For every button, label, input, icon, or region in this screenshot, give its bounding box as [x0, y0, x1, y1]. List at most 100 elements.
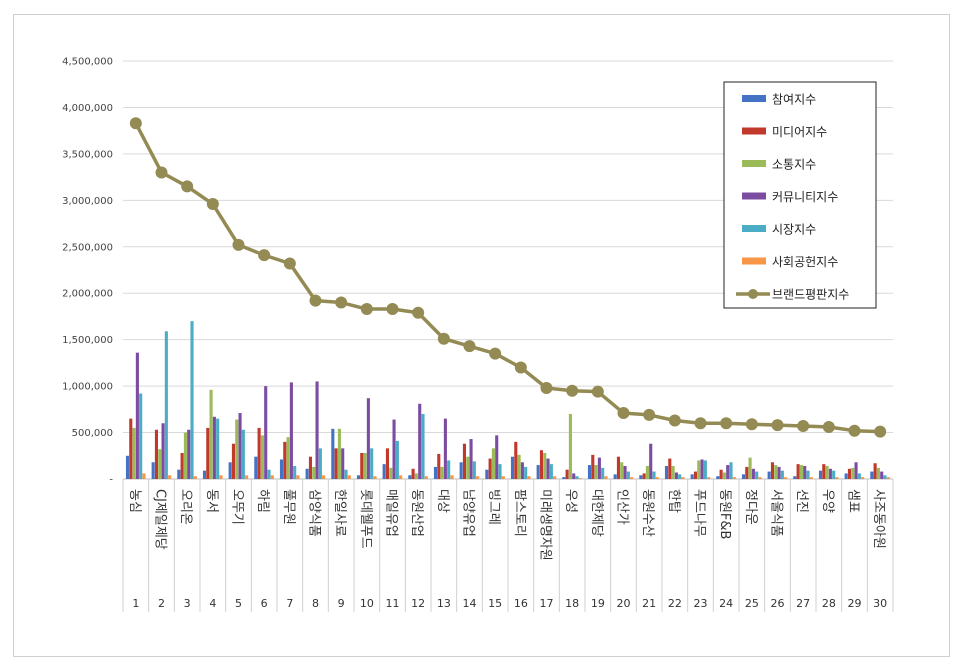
bar	[245, 475, 249, 479]
bar	[382, 464, 386, 479]
legend-entry: 시장지수	[772, 223, 816, 237]
bar	[395, 440, 399, 479]
bar	[774, 465, 778, 479]
bar	[212, 416, 216, 479]
bar	[177, 469, 181, 479]
bar	[832, 470, 836, 479]
x-rank-label: 30	[873, 597, 887, 610]
x-category-label: 푸드나무	[692, 489, 707, 537]
line-point	[540, 381, 553, 394]
x-category-label: 오리온	[178, 489, 193, 525]
bar	[228, 462, 232, 479]
x-rank-label: 11	[386, 597, 400, 610]
line-point	[489, 347, 502, 360]
line-point	[694, 417, 707, 430]
bar	[674, 472, 678, 479]
legend-swatch-marker	[748, 289, 758, 299]
bar	[260, 435, 264, 479]
x-rank-label: 27	[796, 597, 810, 610]
x-category-label: 샘표	[846, 489, 861, 513]
bar	[604, 476, 608, 479]
bar	[678, 474, 682, 479]
bar	[447, 460, 451, 479]
line-point	[771, 419, 784, 432]
bar	[433, 466, 438, 479]
bar	[334, 448, 338, 479]
x-category-label: CJ제일제당	[153, 489, 168, 550]
x-rank-label: 10	[360, 597, 374, 610]
bar	[803, 465, 807, 479]
bar	[809, 477, 813, 479]
bar	[183, 432, 187, 479]
bar	[476, 476, 480, 479]
x-category-label: 삼양식품	[307, 489, 322, 537]
bar	[524, 466, 528, 479]
line-point	[155, 166, 168, 179]
bar	[664, 465, 669, 479]
bar	[639, 475, 643, 479]
bar	[293, 465, 297, 479]
bar	[495, 435, 499, 479]
bar	[392, 419, 396, 479]
bar	[135, 352, 139, 479]
line-point	[643, 408, 656, 421]
y-tick-label: 2,000,000	[62, 289, 113, 300]
bar	[270, 475, 274, 479]
bar	[424, 476, 428, 479]
y-tick-label: 3,000,000	[62, 196, 113, 207]
bar	[472, 461, 476, 479]
bar	[408, 475, 412, 479]
bar	[594, 465, 598, 479]
y-axis: - 500,000 1,000,000 1,500,000 2,000,000 2,500…	[62, 57, 113, 486]
bar	[485, 469, 489, 479]
legend-entry: 브랜드평판지수	[772, 288, 849, 302]
x-rank-label: 14	[463, 597, 477, 610]
bar	[613, 474, 617, 479]
bar	[315, 381, 319, 479]
x-category-label: 매일유업	[384, 489, 399, 537]
bar	[732, 477, 736, 479]
x-rank-label: 1	[132, 597, 139, 610]
bar	[164, 331, 168, 479]
bar	[870, 471, 874, 479]
bar	[296, 475, 300, 479]
line-point	[874, 425, 887, 438]
bar	[780, 470, 784, 479]
bar	[520, 462, 524, 479]
bar	[645, 465, 649, 479]
bar	[806, 470, 810, 479]
x-category-label: 미래생명자원	[538, 489, 553, 561]
line-point	[129, 117, 142, 130]
bar	[206, 427, 210, 479]
legend-entry: 참여지수	[772, 93, 816, 107]
x-category-label: 오뚜기	[230, 489, 245, 525]
bar	[347, 475, 351, 479]
line-point	[745, 418, 758, 431]
bar	[630, 477, 634, 479]
bar	[722, 472, 726, 479]
bar	[857, 473, 861, 479]
bar	[389, 467, 393, 479]
x-category-label: 동원수산	[640, 489, 655, 537]
bar	[373, 476, 377, 479]
bar	[697, 460, 701, 479]
bar	[818, 470, 823, 479]
bar	[466, 456, 470, 479]
line-point	[617, 407, 630, 420]
bar	[399, 475, 403, 479]
bar	[190, 321, 194, 479]
bar	[543, 452, 547, 479]
bar	[767, 471, 771, 479]
bar	[758, 477, 762, 479]
line-point	[258, 249, 271, 262]
bar	[514, 441, 518, 479]
bar	[597, 457, 601, 479]
x-category-label: 농심	[127, 489, 142, 513]
bar	[693, 471, 697, 479]
bar	[440, 466, 444, 479]
bar	[322, 475, 326, 479]
legend-swatch	[742, 192, 766, 200]
bar	[796, 464, 800, 479]
bars	[125, 321, 890, 479]
line-point	[822, 420, 835, 433]
